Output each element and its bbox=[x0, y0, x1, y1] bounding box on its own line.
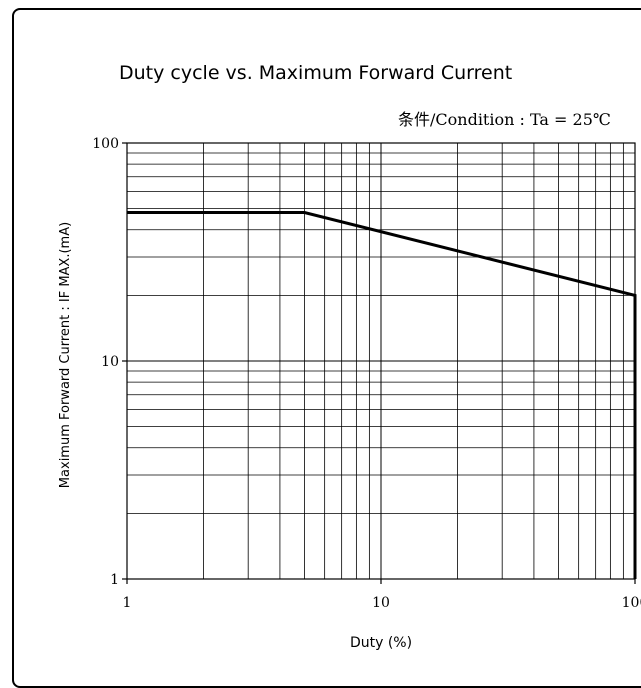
tick-labels: 1 10 100 1 10 100 bbox=[92, 136, 641, 611]
y-tick-label: 1 bbox=[110, 572, 119, 588]
condition-label: 条件/Condition : Ta = 25℃ bbox=[398, 110, 611, 129]
x-tick-label: 100 bbox=[622, 595, 641, 611]
x-axis-label: Duty (%) bbox=[350, 635, 412, 651]
y-tick-label: 10 bbox=[101, 354, 119, 370]
chart-title: Duty cycle vs. Maximum Forward Current bbox=[119, 62, 512, 84]
x-tick-label: 1 bbox=[123, 595, 132, 611]
series-layer bbox=[127, 211, 637, 579]
chart-frame bbox=[12, 8, 641, 688]
grid bbox=[122, 142, 636, 584]
y-tick-label: 100 bbox=[92, 136, 119, 152]
y-axis-label: Maximum Forward Current : IF MAX.(mA) bbox=[58, 222, 73, 488]
series-line-0 bbox=[127, 211, 637, 579]
chart-svg: Duty cycle vs. Maximum Forward Current 条… bbox=[58, 62, 641, 651]
x-tick-label: 10 bbox=[372, 595, 390, 611]
